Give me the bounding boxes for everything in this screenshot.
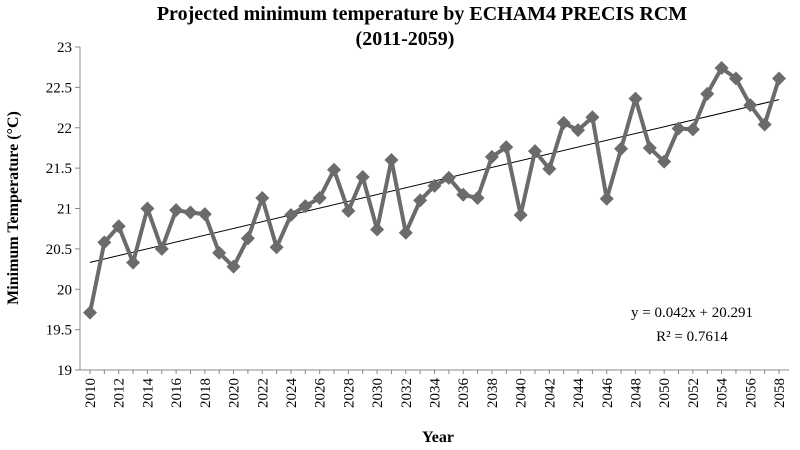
- x-tick-label: 2024: [284, 378, 300, 409]
- data-point-marker: [743, 98, 758, 113]
- x-tick-label: 2052: [686, 378, 702, 408]
- x-tick-label: 2058: [772, 378, 788, 408]
- y-tick-label: 22: [57, 121, 72, 137]
- data-point-marker: [441, 170, 456, 185]
- x-tick-label: 2036: [456, 378, 472, 409]
- data-point-marker: [714, 60, 729, 75]
- x-tick-label: 2012: [112, 378, 128, 408]
- x-tick-label: 2020: [227, 378, 243, 408]
- y-axis-ticks: 19 19.5 20 20.5 21 21.5 22 22.5 23: [46, 40, 80, 379]
- data-point-marker: [599, 191, 614, 206]
- data-point-marker: [154, 241, 169, 256]
- data-point-marker: [628, 91, 643, 106]
- data-point-marker: [585, 110, 600, 125]
- data-point-marker: [97, 235, 112, 250]
- data-point-marker: [240, 231, 255, 246]
- trend-r2: R² = 0.7614: [656, 329, 728, 345]
- data-point-marker: [757, 117, 772, 132]
- x-tick-label: 2034: [428, 378, 444, 409]
- data-point-marker: [671, 121, 686, 136]
- data-point-marker: [140, 201, 155, 216]
- data-point-marker: [126, 255, 141, 270]
- data-point-marker: [327, 162, 342, 177]
- data-point-marker: [527, 144, 542, 159]
- data-point-marker: [484, 149, 499, 164]
- data-point-marker: [614, 141, 629, 156]
- y-tick-label: 21: [57, 202, 72, 218]
- data-point-marker: [398, 225, 413, 240]
- x-tick-label: 2014: [140, 378, 156, 409]
- x-tick-label: 2010: [83, 378, 99, 408]
- series-markers: [83, 60, 786, 320]
- data-point-marker: [470, 191, 485, 206]
- trend-equation: y = 0.042x + 20.291: [631, 305, 753, 321]
- x-tick-label: 2048: [628, 378, 644, 408]
- x-tick-label: 2042: [542, 378, 558, 408]
- chart-title-line1: Projected minimum temperature by ECHAM4 …: [157, 3, 687, 25]
- data-point-marker: [226, 259, 241, 274]
- x-axis-title: Year: [422, 429, 454, 446]
- x-tick-label: 2056: [743, 378, 759, 409]
- y-tick-label: 21.5: [46, 161, 72, 177]
- x-tick-label: 2028: [341, 378, 357, 408]
- data-point-marker: [772, 71, 786, 86]
- data-point-marker: [427, 178, 442, 193]
- x-tick-label: 2044: [571, 378, 587, 409]
- y-tick-label: 20.5: [46, 242, 72, 258]
- y-tick-label: 23: [57, 40, 72, 56]
- data-point-marker: [413, 193, 428, 208]
- chart-title-line2: (2011-2059): [356, 28, 455, 50]
- data-point-marker: [728, 71, 743, 86]
- data-point-marker: [197, 207, 212, 222]
- data-point-marker: [499, 140, 514, 155]
- data-point-marker: [542, 161, 557, 176]
- data-point-marker: [657, 154, 672, 169]
- x-tick-label: 2038: [485, 378, 501, 408]
- data-point-marker: [183, 205, 198, 220]
- data-point-marker: [384, 153, 399, 168]
- x-tick-label: 2046: [600, 378, 616, 409]
- x-tick-label: 2054: [715, 378, 731, 409]
- x-tick-label: 2050: [657, 378, 673, 408]
- y-tick-label: 19.5: [46, 323, 72, 339]
- data-point-marker: [255, 191, 270, 206]
- y-tick-label: 20: [57, 282, 72, 298]
- x-tick-label: 2032: [399, 378, 415, 408]
- x-tick-label: 2016: [169, 378, 185, 409]
- data-point-marker: [169, 203, 184, 218]
- x-tick-label: 2030: [370, 378, 386, 408]
- data-point-marker: [312, 191, 327, 206]
- data-point-marker: [700, 86, 715, 101]
- data-point-marker: [111, 219, 126, 234]
- x-tick-label: 2022: [255, 378, 271, 408]
- data-point-marker: [370, 222, 385, 237]
- x-tick-label: 2026: [313, 378, 329, 409]
- data-point-marker: [513, 207, 528, 222]
- data-point-marker: [642, 140, 657, 155]
- x-tick-label: 2040: [514, 378, 530, 408]
- y-tick-label: 22.5: [46, 80, 72, 96]
- data-point-marker: [571, 123, 586, 138]
- y-tick-label: 19: [57, 363, 72, 379]
- x-axis-ticks: 2010 2012 2014 2016 2018 2020 2022 2024 2026 2028…: [83, 370, 788, 408]
- data-point-marker: [341, 203, 356, 218]
- y-axis-title: Minimum Temperature (°C): [5, 111, 22, 305]
- data-point-marker: [456, 187, 471, 202]
- data-point-marker: [212, 245, 227, 260]
- data-point-marker: [355, 170, 370, 185]
- data-point-marker: [269, 240, 284, 255]
- data-point-marker: [283, 207, 298, 222]
- data-point-marker: [556, 115, 571, 130]
- data-point-marker: [685, 122, 700, 137]
- data-point-marker: [298, 199, 313, 214]
- data-point-marker: [83, 305, 97, 320]
- x-tick-label: 2018: [198, 378, 214, 408]
